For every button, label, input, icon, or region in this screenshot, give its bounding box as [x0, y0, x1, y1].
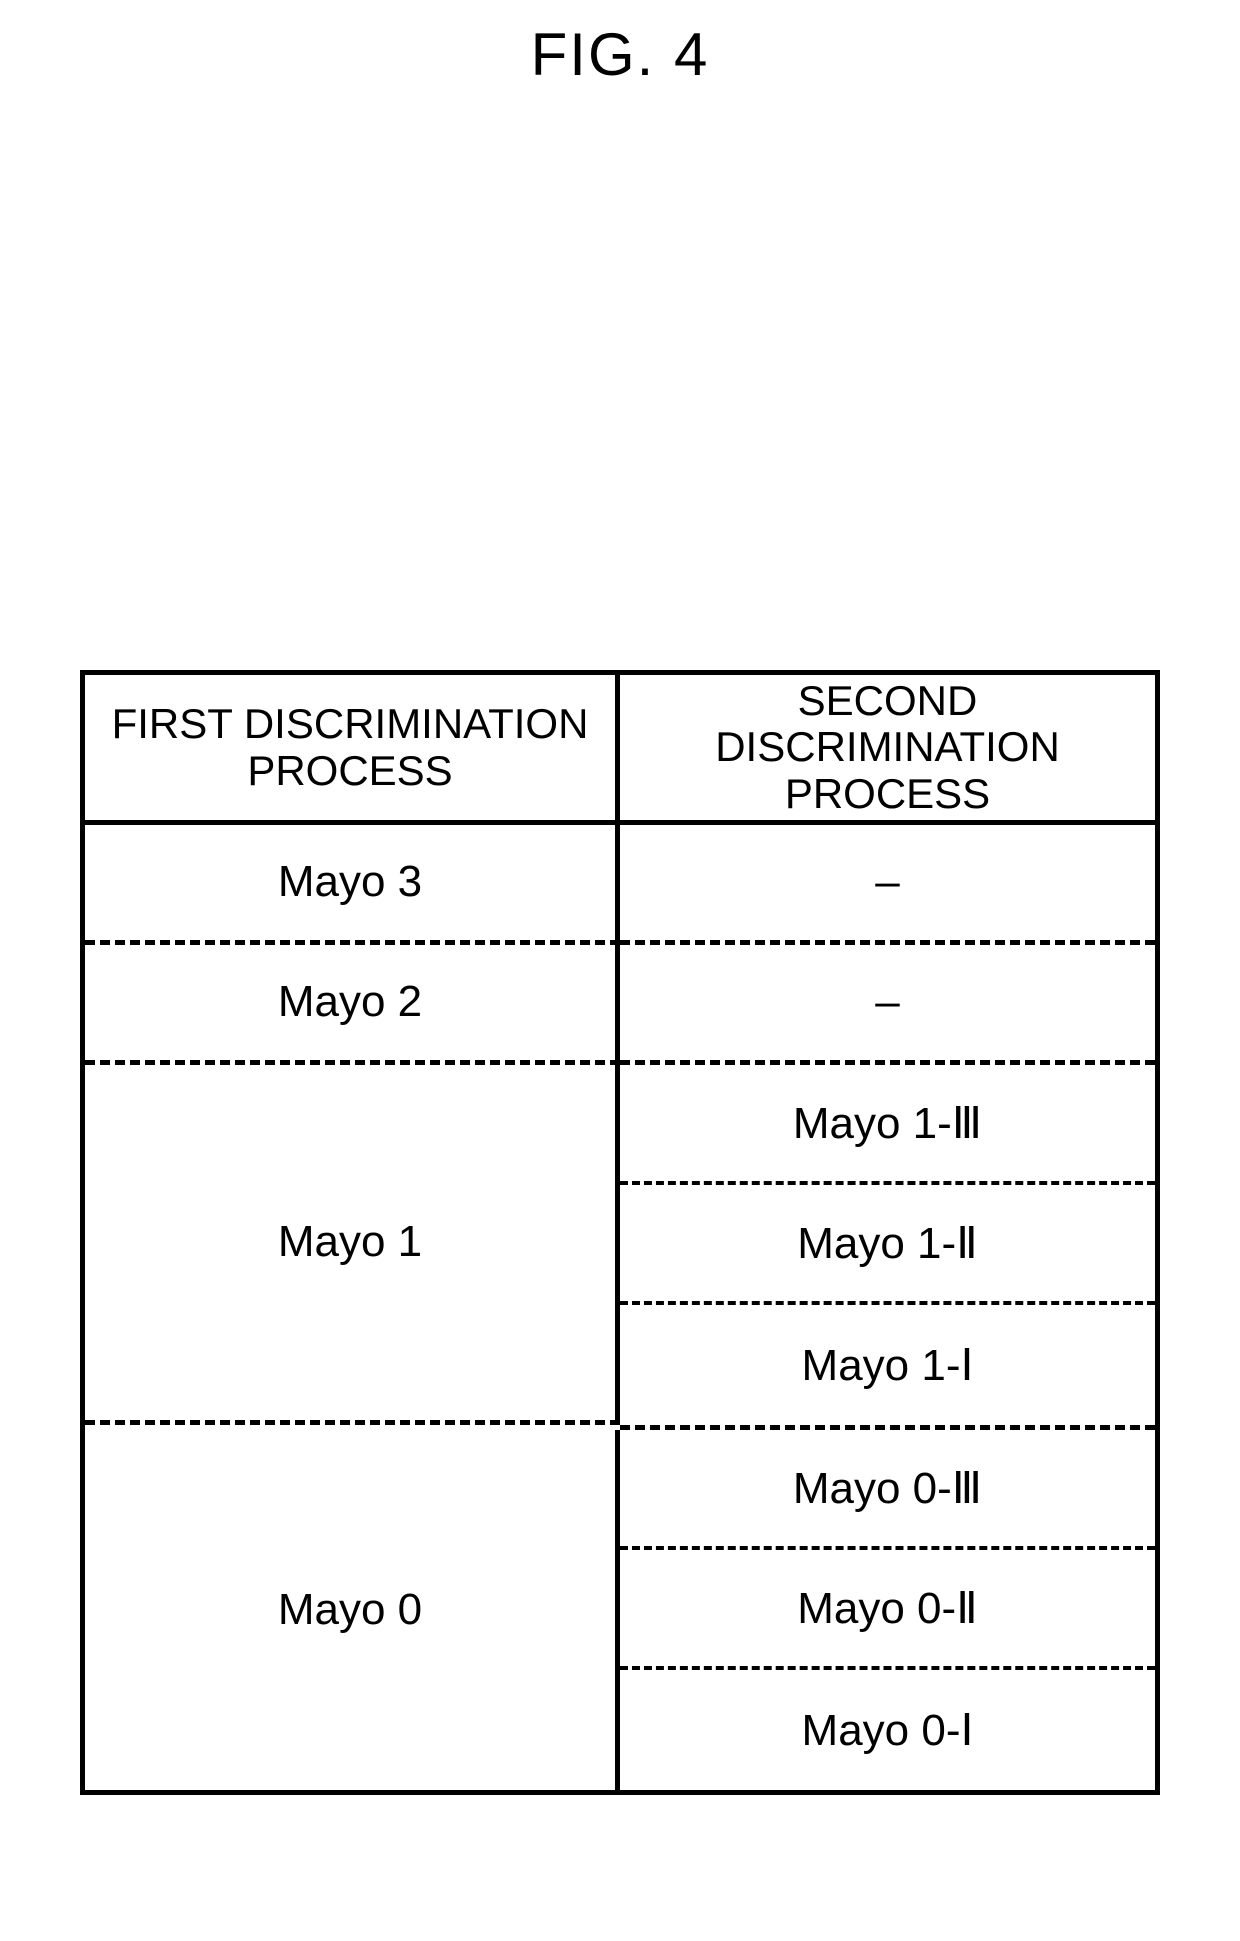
first-process-cell: Mayo 0	[85, 1430, 620, 1790]
figure-title: FIG. 4	[0, 20, 1240, 89]
first-process-cell: Mayo 1	[85, 1065, 620, 1425]
second-process-subcell: Mayo 1-Ⅲ	[620, 1065, 1155, 1185]
second-process-cell: –	[620, 945, 1155, 1065]
second-process-subcell: Mayo 1-Ⅱ	[620, 1185, 1155, 1305]
second-process-cell: –	[620, 825, 1155, 945]
table-row: Mayo 1 Mayo 1-Ⅲ Mayo 1-Ⅱ Mayo 1-Ⅰ	[85, 1065, 1155, 1430]
second-process-group: Mayo 1-Ⅲ Mayo 1-Ⅱ Mayo 1-Ⅰ	[620, 1065, 1155, 1430]
discrimination-table: FIRST DISCRIMINATION PROCESS SECOND DISC…	[80, 670, 1160, 1795]
table-header-second: SECOND DISCRIMINATION PROCESS	[620, 675, 1155, 825]
table-header-first: FIRST DISCRIMINATION PROCESS	[85, 675, 620, 825]
table-header-row: FIRST DISCRIMINATION PROCESS SECOND DISC…	[85, 675, 1155, 825]
second-process-group: Mayo 0-Ⅲ Mayo 0-Ⅱ Mayo 0-Ⅰ	[620, 1430, 1155, 1790]
second-process-subcell: Mayo 0-Ⅰ	[620, 1670, 1155, 1790]
page: FIG. 4 FIRST DISCRIMINATION PROCESS SECO…	[0, 0, 1240, 1941]
first-process-cell: Mayo 2	[85, 945, 620, 1065]
table-row: Mayo 3 –	[85, 825, 1155, 945]
second-process-subcell: Mayo 0-Ⅲ	[620, 1430, 1155, 1550]
first-process-cell: Mayo 3	[85, 825, 620, 945]
second-process-subcell: Mayo 0-Ⅱ	[620, 1550, 1155, 1670]
table-row: Mayo 2 –	[85, 945, 1155, 1065]
table-row: Mayo 0 Mayo 0-Ⅲ Mayo 0-Ⅱ Mayo 0-Ⅰ	[85, 1430, 1155, 1790]
second-process-subcell: Mayo 1-Ⅰ	[620, 1305, 1155, 1425]
